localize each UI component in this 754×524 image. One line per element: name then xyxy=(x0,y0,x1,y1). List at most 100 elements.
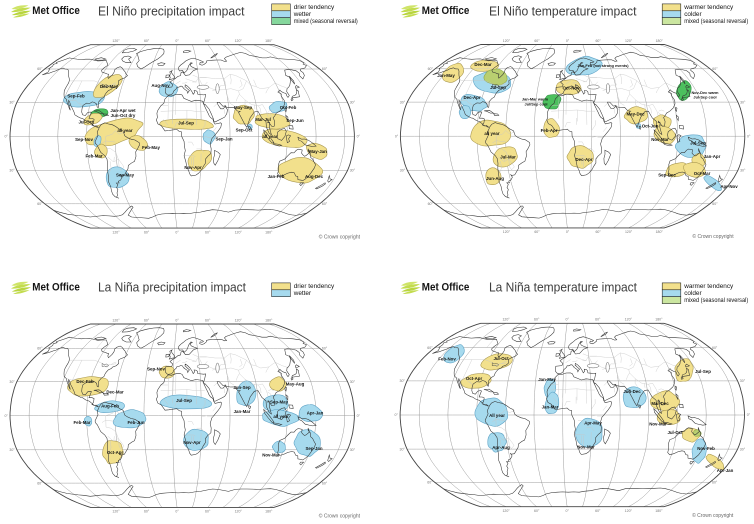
svg-text:© Crown copyright: © Crown copyright xyxy=(319,513,361,520)
svg-text:60°: 60° xyxy=(205,230,211,234)
svg-text:0°: 0° xyxy=(357,135,361,139)
svg-text:30°: 30° xyxy=(740,100,746,104)
svg-text:180°: 180° xyxy=(265,230,273,234)
svg-text:Apr-Jan: Apr-Jan xyxy=(307,411,324,416)
svg-text:El Niño precipitation impact: El Niño precipitation impact xyxy=(98,3,245,18)
svg-text:Jul-Oct: Jul-Oct xyxy=(667,430,683,435)
svg-text:colder: colder xyxy=(684,11,702,18)
svg-text:colder: colder xyxy=(684,290,702,297)
svg-text:Nov-Apr: Nov-Apr xyxy=(183,440,201,445)
svg-text:Aug-Dec: Aug-Dec xyxy=(305,174,324,179)
svg-text:warmer tendency: warmer tendency xyxy=(683,283,734,290)
svg-text:0°: 0° xyxy=(747,413,751,417)
svg-text:mixed (seasonal reversal): mixed (seasonal reversal) xyxy=(684,297,748,304)
svg-text:Jul-Sep cool: Jul-Sep cool xyxy=(693,94,716,99)
svg-text:60°: 60° xyxy=(205,39,211,43)
svg-text:Jul-Sep: Jul-Sep xyxy=(690,141,706,146)
svg-text:0°: 0° xyxy=(747,134,751,138)
svg-text:60°: 60° xyxy=(428,202,434,206)
svg-text:Nov-Dec warm: Nov-Dec warm xyxy=(691,90,719,95)
svg-text:Jan-Feb: Jan-Feb xyxy=(268,174,285,179)
svg-text:Oct-Nov: Oct-Nov xyxy=(562,86,580,91)
svg-text:30°: 30° xyxy=(350,101,356,105)
svg-text:Dec-Apr: Dec-Apr xyxy=(463,95,480,100)
svg-text:All year: All year xyxy=(489,413,505,418)
svg-text:Dec-Mar: Dec-Mar xyxy=(474,62,492,67)
svg-text:120°: 120° xyxy=(235,230,243,234)
svg-text:30°: 30° xyxy=(740,169,746,173)
svg-text:Jan-Feb (not strong events): Jan-Feb (not strong events) xyxy=(577,63,629,68)
svg-text:60°: 60° xyxy=(37,347,43,351)
svg-text:60°: 60° xyxy=(144,510,150,514)
svg-text:0°: 0° xyxy=(357,414,361,418)
svg-text:0°: 0° xyxy=(175,39,179,43)
svg-text:180°: 180° xyxy=(265,510,273,514)
svg-text:30°: 30° xyxy=(400,169,406,173)
svg-text:0°: 0° xyxy=(175,510,179,514)
svg-text:wetter: wetter xyxy=(293,290,312,297)
svg-text:May-Dec: May-Dec xyxy=(626,112,645,117)
svg-text:60°: 60° xyxy=(144,39,150,43)
svg-text:Feb-May: Feb-May xyxy=(142,145,160,150)
svg-text:© Crown copyright: © Crown copyright xyxy=(692,512,734,519)
svg-text:Sep-Jun: Sep-Jun xyxy=(286,118,304,123)
svg-text:30°: 30° xyxy=(400,100,406,104)
svg-text:Aug-Nov: Aug-Nov xyxy=(151,83,170,88)
svg-text:all year: all year xyxy=(262,134,277,139)
svg-text:© Crown copyright: © Crown copyright xyxy=(319,233,361,240)
svg-text:Jan-Mar warm: Jan-Mar warm xyxy=(522,97,549,102)
svg-text:Nov-Mar: Nov-Mar xyxy=(651,137,669,142)
svg-text:Aug-Feb: Aug-Feb xyxy=(101,404,119,409)
svg-text:120°: 120° xyxy=(625,509,633,513)
svg-text:Oct-Apr: Oct-Apr xyxy=(466,376,483,381)
svg-text:0°: 0° xyxy=(566,230,570,234)
svg-text:180°: 180° xyxy=(265,39,273,43)
svg-text:180°: 180° xyxy=(656,39,664,43)
svg-text:60°: 60° xyxy=(428,67,434,71)
svg-text:all year: all year xyxy=(117,128,132,133)
svg-text:mixed (seasonal reversal): mixed (seasonal reversal) xyxy=(294,18,358,25)
svg-text:60°: 60° xyxy=(37,481,43,485)
svg-text:Apr-Nov: Apr-Nov xyxy=(720,184,738,189)
svg-text:60°: 60° xyxy=(205,318,211,322)
svg-text:Mar-Dec: Mar-Dec xyxy=(651,401,669,406)
svg-text:30°: 30° xyxy=(350,448,356,452)
svg-text:180°: 180° xyxy=(655,509,663,513)
svg-text:60°: 60° xyxy=(322,202,328,206)
svg-text:Mar-Jul: Mar-Jul xyxy=(255,117,271,122)
svg-text:180°: 180° xyxy=(655,318,663,322)
svg-text:Sep-Dec: Sep-Dec xyxy=(658,173,676,178)
svg-text:all year: all year xyxy=(484,131,499,136)
svg-text:180°: 180° xyxy=(656,230,664,234)
svg-text:60°: 60° xyxy=(712,481,718,485)
svg-text:120°: 120° xyxy=(625,230,633,234)
svg-text:Feb-Nov: Feb-Nov xyxy=(438,357,456,362)
svg-text:60°: 60° xyxy=(534,509,540,513)
svg-text:Sep-Nov: Sep-Nov xyxy=(75,137,93,142)
svg-text:Sep-Feb: Sep-Feb xyxy=(67,94,85,99)
svg-text:60°: 60° xyxy=(595,509,601,513)
svg-text:La Niña precipitation impact: La Niña precipitation impact xyxy=(98,280,246,295)
svg-text:Sep-May: Sep-May xyxy=(270,400,289,405)
svg-text:Feb-Apr: Feb-Apr xyxy=(541,128,558,133)
svg-text:Jan-May: Jan-May xyxy=(538,377,556,382)
svg-text:Oct-Jun: Oct-Jun xyxy=(642,124,659,129)
svg-text:Apr-Aug: Apr-Aug xyxy=(492,445,510,450)
svg-text:60°: 60° xyxy=(37,202,43,206)
svg-text:60°: 60° xyxy=(322,67,328,71)
svg-text:60°: 60° xyxy=(712,67,718,71)
svg-text:Nov-Mar: Nov-Mar xyxy=(262,453,280,458)
svg-text:60°: 60° xyxy=(595,318,601,322)
svg-text:drier tendency: drier tendency xyxy=(294,283,335,290)
svg-text:Met Office: Met Office xyxy=(32,5,80,17)
svg-text:Jul-Oct: Jul-Oct xyxy=(493,356,509,361)
svg-text:0°: 0° xyxy=(4,414,8,418)
svg-text:Jun-Dec: Jun-Dec xyxy=(623,389,641,394)
svg-text:Jun-Oct dry: Jun-Oct dry xyxy=(111,113,136,118)
svg-text:120°: 120° xyxy=(112,39,120,43)
svg-text:120°: 120° xyxy=(235,510,243,514)
svg-text:30°: 30° xyxy=(9,169,15,173)
svg-text:30°: 30° xyxy=(350,380,356,384)
svg-text:Jul-Mar: Jul-Mar xyxy=(500,155,516,160)
svg-text:Sep-Jan: Sep-Jan xyxy=(215,137,232,142)
